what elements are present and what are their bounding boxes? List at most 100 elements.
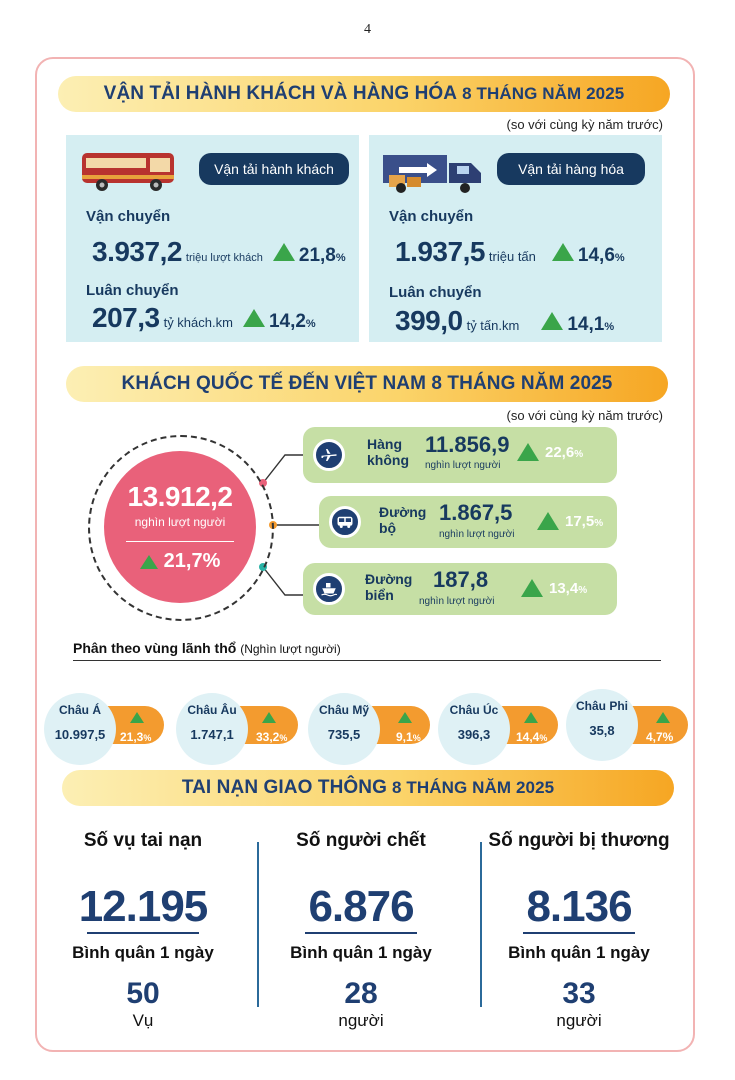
passenger-carried-value: 3.937,2: [92, 236, 182, 267]
accidents-title: TAI NẠN GIAO THÔNG: [181, 777, 387, 798]
mode-value: 187,8: [433, 567, 489, 592]
page-frame: [35, 57, 695, 1052]
passenger-rotation-value: 207,3: [92, 302, 160, 333]
mode-unit: nghìn lượt người: [439, 529, 515, 540]
cargo-carried-value: 1.937,5: [395, 236, 485, 267]
region-circle: Châu Mỹ 735,5: [308, 693, 380, 765]
passenger-carried-unit: triệu lượt khách: [185, 252, 263, 264]
increase-arrow-icon: [272, 243, 295, 261]
total-unit: nghìn lượt người: [134, 515, 226, 529]
region-pct: 14,4%: [516, 730, 548, 744]
accidents-banner: TAI NẠN GIAO THÔNG 8 THÁNG NĂM 2025: [62, 770, 674, 806]
region-value: 10.997,5: [54, 727, 106, 742]
cargo-rotation-unit: tỷ tấn.km: [466, 318, 520, 333]
truck-icon: [383, 155, 481, 193]
column-total: 6.876: [308, 882, 414, 931]
mode-pct-row: 17,5%: [537, 512, 603, 530]
deaths-column: Số người chết 6.876 Bình quân 1 ngày 28 …: [266, 830, 456, 1031]
total-circle: 13.912,2 nghìn lượt người 21,7%: [104, 451, 256, 603]
region-name: Châu Phi: [575, 699, 628, 713]
passenger-rotation-pct: 14,2%: [268, 311, 316, 332]
region-value: 35,8: [589, 723, 615, 738]
total-divider: [126, 541, 234, 542]
column-heading: Số vụ tai nạn: [83, 830, 203, 851]
region-circle: Châu Âu 1.747,1: [176, 693, 248, 765]
increase-arrow-icon: [139, 554, 158, 569]
increase-arrow-icon: [517, 443, 539, 461]
international-banner: KHÁCH QUỐC TẾ ĐẾN VIỆT NAM 8 THÁNG NĂM 2…: [66, 366, 668, 402]
region-name: Châu Á: [59, 703, 101, 717]
region-oceania: Châu Úc 396,3 14,4%: [438, 690, 563, 765]
region-circle: Châu Phi 35,8: [566, 689, 638, 761]
region-name: Châu Úc: [449, 703, 499, 717]
mode-unit: nghìn lượt người: [425, 460, 501, 471]
total-value: 13.912,2: [127, 481, 234, 512]
column-heading: Số người bị thương: [488, 830, 670, 851]
column-daily: 28: [344, 977, 378, 1010]
passenger-carried-pct: 21,8%: [298, 245, 346, 266]
region-divider: [73, 660, 661, 661]
column-divider: [257, 842, 259, 1007]
increase-arrow-icon: [130, 712, 144, 723]
region-pct: 33,2%: [256, 730, 288, 744]
passenger-carried-label: Vận chuyển: [86, 208, 171, 225]
cargo-rotation-pct: 14,1%: [567, 314, 615, 335]
column-avg-label: Bình quân 1 ngày: [508, 943, 650, 962]
airplane-icon: [313, 439, 345, 471]
increase-arrow-icon: [242, 309, 265, 327]
transport-compare-note: (so với cùng kỳ năm trước): [506, 117, 663, 132]
total-pct-row: 21,7%: [104, 550, 256, 573]
column-avg-label: Bình quân 1 ngày: [290, 943, 432, 962]
international-title: KHÁCH QUỐC TẾ ĐẾN VIỆT NAM 8 THÁNG NĂM 2…: [121, 373, 613, 394]
mode-name: Hàng không: [367, 436, 409, 468]
page-number: 4: [364, 22, 371, 37]
column-total: 8.136: [526, 882, 632, 931]
mode-pct: 13,4%: [549, 579, 588, 597]
region-africa: Châu Phi 35,8 4,7%: [566, 686, 691, 761]
region-value: 735,5: [327, 727, 361, 742]
transport-banner: VẬN TẢI HÀNH KHÁCH VÀ HÀNG HÓA 8 THÁNG N…: [58, 76, 670, 112]
region-europe: Châu Âu 1.747,1 33,2%: [176, 690, 301, 765]
column-daily: 33: [562, 977, 596, 1010]
transport-period: 8 THÁNG NĂM 2025: [462, 84, 625, 103]
increase-arrow-icon: [656, 712, 670, 723]
cargo-rotation-value: 399,0: [395, 305, 463, 336]
increase-arrow-icon: [541, 312, 564, 330]
mode-value: 1.867,5: [439, 500, 513, 525]
mode-card-sea: Đường biển 187,8 nghìn lượt người 13,4%: [303, 563, 617, 615]
mode-card-road: Đường bộ 1.867,5 nghìn lượt người 17,5%: [319, 496, 617, 548]
transport-title: VẬN TẢI HÀNH KHÁCH VÀ HÀNG HÓA: [103, 83, 458, 104]
column-daily: 50: [126, 977, 160, 1010]
bus-icon: [82, 153, 174, 191]
increase-arrow-icon: [551, 243, 574, 261]
bus-icon: [329, 506, 361, 538]
increase-arrow-icon: [262, 712, 276, 723]
total-pct: 21,7%: [163, 550, 221, 572]
region-name: Châu Mỹ: [318, 703, 369, 717]
region-circle: Châu Á 10.997,5: [44, 693, 116, 765]
total-circle-outline: [88, 435, 274, 621]
cargo-carried-label: Vận chuyển: [389, 208, 474, 225]
region-pct: 21,3%: [120, 730, 152, 744]
accidents-period: 8 THÁNG NĂM 2025: [391, 778, 555, 797]
region-circle: Châu Úc 396,3: [438, 693, 510, 765]
passenger-heading: Vận tải hành khách: [199, 153, 349, 185]
cargo-carried-unit: triệu tấn: [488, 249, 536, 264]
passenger-box: Vận tải hành khách Vận chuyển 3.937,2 tr…: [66, 135, 359, 342]
cargo-rotation-row: 399,0 tỷ tấn.km 14,1%: [395, 305, 614, 337]
column-unit: người: [556, 1011, 602, 1030]
column-heading: Số người chết: [296, 830, 426, 851]
cargo-heading: Vận tải hàng hóa: [497, 153, 645, 185]
column-divider: [480, 842, 482, 1007]
international-compare-note: (so với cùng kỳ năm trước): [506, 408, 663, 423]
region-america: Châu Mỹ 735,5 9,1%: [308, 690, 433, 765]
column-avg-label: Bình quân 1 ngày: [72, 943, 214, 962]
mode-name: Đường biển: [365, 571, 413, 603]
region-value: 1.747,1: [190, 727, 234, 742]
increase-arrow-icon: [398, 712, 412, 723]
region-pct: 4,7%: [646, 730, 674, 744]
mode-pct-row: 22,6%: [517, 443, 583, 461]
increase-arrow-icon: [521, 579, 543, 597]
mode-pct: 22,6%: [545, 443, 584, 461]
increase-arrow-icon: [537, 512, 559, 530]
